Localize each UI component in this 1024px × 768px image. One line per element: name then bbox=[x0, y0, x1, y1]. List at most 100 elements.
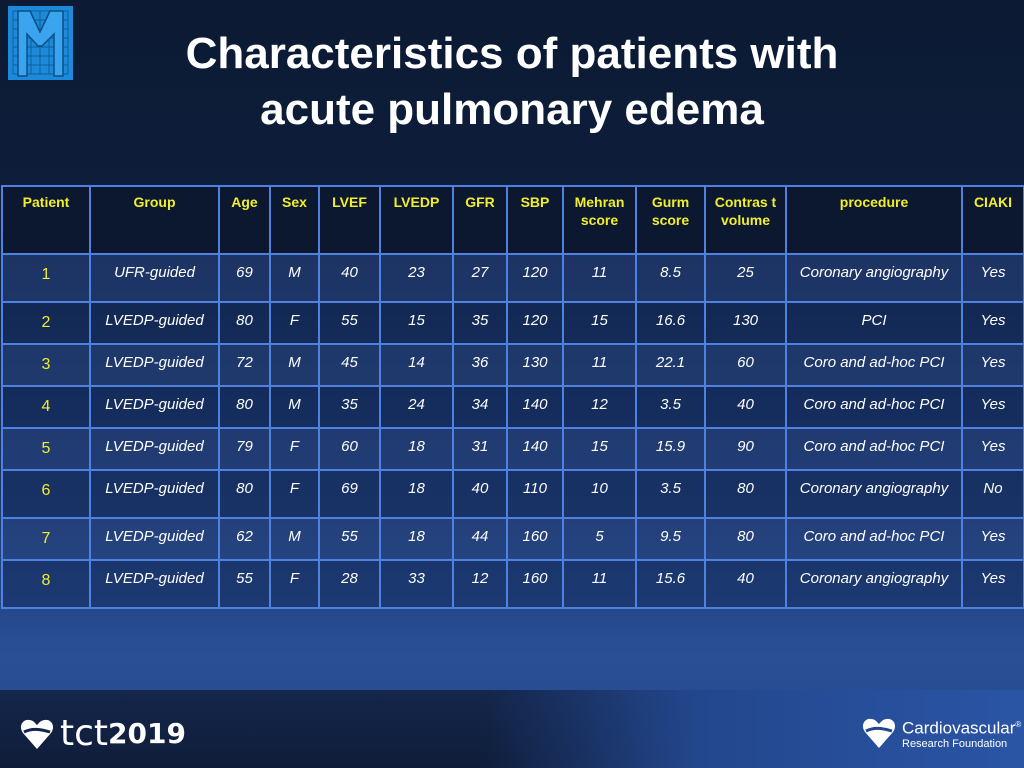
cell-ciaki: Yes bbox=[961, 427, 1024, 471]
cell-group: LVEDP-guided bbox=[89, 385, 220, 429]
cell-group: LVEDP-guided bbox=[89, 469, 220, 519]
cell-gfr: 27 bbox=[452, 253, 508, 303]
cell-sbp: 160 bbox=[506, 559, 564, 609]
cell-procedure: Coronary angiography bbox=[785, 559, 963, 609]
cell-contrast: 40 bbox=[704, 559, 787, 609]
cell-sex: M bbox=[269, 253, 320, 303]
cell-sbp: 120 bbox=[506, 301, 564, 345]
table-row: 8 LVEDP-guided 55 F 28 33 12 160 11 15.6 40 Coronar… bbox=[1, 559, 1024, 609]
crf-logo-line1: Cardiovascular bbox=[902, 718, 1016, 738]
cell-gfr: 31 bbox=[452, 427, 508, 471]
header-mehran: Mehran score bbox=[562, 185, 637, 255]
cell-lvef: 60 bbox=[318, 427, 381, 471]
cell-group: LVEDP-guided bbox=[89, 427, 220, 471]
cell-age: 80 bbox=[218, 385, 271, 429]
table-row: 7 LVEDP-guided 62 M 55 18 44 160 5 9.5 80 Coro and … bbox=[1, 517, 1024, 561]
slide-title: Characteristics of patients with acute p… bbox=[0, 26, 1024, 138]
cell-procedure: Coro and ad-hoc PCI bbox=[785, 385, 963, 429]
cell-mehran: 11 bbox=[562, 559, 637, 609]
cell-age: 55 bbox=[218, 559, 271, 609]
heart-logo-icon bbox=[20, 719, 54, 749]
table-header-row: Patient Group Age Sex LVEF LVEDP GFR SBP… bbox=[1, 185, 1024, 255]
cell-age: 62 bbox=[218, 517, 271, 561]
title-line-1: Characteristics of patients with bbox=[185, 29, 839, 78]
cell-contrast: 80 bbox=[704, 517, 787, 561]
cell-gfr: 44 bbox=[452, 517, 508, 561]
cell-lvef: 45 bbox=[318, 343, 381, 387]
cell-lvedp: 33 bbox=[379, 559, 454, 609]
cell-patient: 7 bbox=[1, 517, 91, 561]
tct-logo-year: 2019 bbox=[108, 717, 186, 750]
cell-ciaki: Yes bbox=[961, 343, 1024, 387]
cell-gfr: 40 bbox=[452, 469, 508, 519]
cell-contrast: 40 bbox=[704, 385, 787, 429]
crf-logo-line2: Research Foundation bbox=[902, 737, 1008, 750]
cell-gurm: 15.6 bbox=[635, 559, 706, 609]
table-row: 5 LVEDP-guided 79 F 60 18 31 140 15 15.9 90 Coro an… bbox=[1, 427, 1024, 471]
header-lvedp: LVEDP bbox=[379, 185, 454, 255]
cell-ciaki: Yes bbox=[961, 517, 1024, 561]
cell-patient: 4 bbox=[1, 385, 91, 429]
table-row: 1 UFR-guided 69 M 40 23 27 120 11 8.5 25 Coronary a… bbox=[1, 253, 1024, 303]
cell-contrast: 25 bbox=[704, 253, 787, 303]
tct-logo: tct 2019 bbox=[20, 713, 186, 754]
table-row: 6 LVEDP-guided 80 F 69 18 40 110 10 3.5 80 Coronary… bbox=[1, 469, 1024, 519]
header-ciaki: CIAKI bbox=[961, 185, 1024, 255]
cell-sex: F bbox=[269, 427, 320, 471]
table-row: 3 LVEDP-guided 72 M 45 14 36 130 11 22.1 60 Coro an… bbox=[1, 343, 1024, 387]
cell-mehran: 11 bbox=[562, 343, 637, 387]
cell-group: LVEDP-guided bbox=[89, 517, 220, 561]
cell-gurm: 16.6 bbox=[635, 301, 706, 345]
cell-gfr: 36 bbox=[452, 343, 508, 387]
cell-sex: M bbox=[269, 385, 320, 429]
cell-age: 80 bbox=[218, 301, 271, 345]
cell-sex: M bbox=[269, 517, 320, 561]
cell-contrast: 90 bbox=[704, 427, 787, 471]
cell-patient: 6 bbox=[1, 469, 91, 519]
cell-gurm: 9.5 bbox=[635, 517, 706, 561]
tct-logo-text: tct bbox=[60, 713, 109, 754]
header-sex: Sex bbox=[269, 185, 320, 255]
header-gurm: Gurm score bbox=[635, 185, 706, 255]
cell-lvedp: 18 bbox=[379, 517, 454, 561]
cell-lvedp: 14 bbox=[379, 343, 454, 387]
cell-age: 72 bbox=[218, 343, 271, 387]
cell-lvef: 55 bbox=[318, 517, 381, 561]
cell-mehran: 15 bbox=[562, 301, 637, 345]
cell-lvef: 40 bbox=[318, 253, 381, 303]
cell-sbp: 140 bbox=[506, 385, 564, 429]
patients-table: Patient Group Age Sex LVEF LVEDP GFR SBP… bbox=[1, 185, 1024, 609]
header-age: Age bbox=[218, 185, 271, 255]
cell-lvedp: 15 bbox=[379, 301, 454, 345]
cell-lvedp: 23 bbox=[379, 253, 454, 303]
cell-lvef: 35 bbox=[318, 385, 381, 429]
cell-sbp: 160 bbox=[506, 517, 564, 561]
header-group: Group bbox=[89, 185, 220, 255]
header-gfr: GFR bbox=[452, 185, 508, 255]
cell-sbp: 130 bbox=[506, 343, 564, 387]
footer-band bbox=[0, 690, 1024, 768]
cell-gfr: 12 bbox=[452, 559, 508, 609]
cell-ciaki: Yes bbox=[961, 301, 1024, 345]
cell-mehran: 15 bbox=[562, 427, 637, 471]
cell-lvef: 28 bbox=[318, 559, 381, 609]
cell-ciaki: No bbox=[961, 469, 1024, 519]
cell-procedure: Coro and ad-hoc PCI bbox=[785, 343, 963, 387]
cell-lvedp: 18 bbox=[379, 427, 454, 471]
cell-gurm: 3.5 bbox=[635, 385, 706, 429]
cell-patient: 2 bbox=[1, 301, 91, 345]
cell-lvedp: 18 bbox=[379, 469, 454, 519]
footer-band-gradient bbox=[484, 690, 1024, 768]
cell-sex: F bbox=[269, 559, 320, 609]
registered-mark: ® bbox=[1015, 720, 1022, 729]
table-row: 2 LVEDP-guided 80 F 55 15 35 120 15 16.6 130 PCI Yes bbox=[1, 301, 1024, 345]
cell-age: 80 bbox=[218, 469, 271, 519]
header-procedure: procedure bbox=[785, 185, 963, 255]
cell-group: LVEDP-guided bbox=[89, 301, 220, 345]
cell-gurm: 3.5 bbox=[635, 469, 706, 519]
cell-age: 69 bbox=[218, 253, 271, 303]
heart-logo-icon bbox=[862, 719, 896, 749]
cell-patient: 3 bbox=[1, 343, 91, 387]
cell-ciaki: Yes bbox=[961, 253, 1024, 303]
cell-group: LVEDP-guided bbox=[89, 559, 220, 609]
